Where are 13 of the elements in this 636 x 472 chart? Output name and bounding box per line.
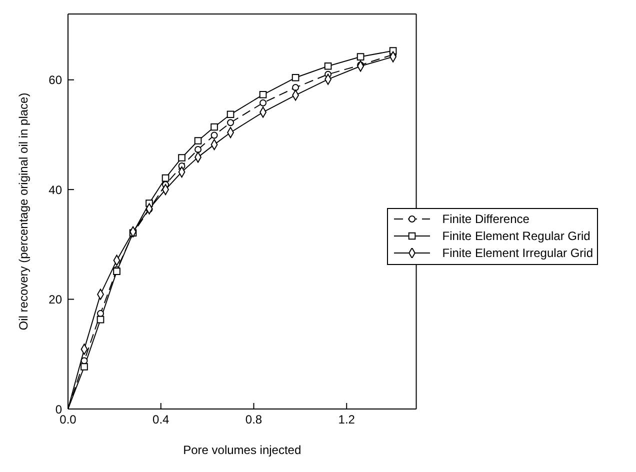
y-tick-label: 0 bbox=[55, 402, 62, 416]
legend-label: Finite Element Irregular Grid bbox=[442, 246, 593, 260]
x-axis-title: Pore volumes injected bbox=[183, 443, 302, 457]
y-tick-label: 20 bbox=[48, 292, 62, 307]
y-axis-title: Oil recovery (percentage original oil in place) bbox=[16, 92, 30, 330]
x-tick-label: 0.0 bbox=[60, 412, 77, 427]
x-tick-label: 1.2 bbox=[338, 412, 356, 427]
y-tick-label: 60 bbox=[48, 73, 62, 88]
x-tick-label: 0.4 bbox=[152, 412, 170, 427]
y-tick-label: 40 bbox=[48, 182, 62, 197]
legend-label: Finite Difference bbox=[442, 212, 530, 226]
legend-label: Finite Element Regular Grid bbox=[442, 229, 590, 243]
x-tick-label: 0.8 bbox=[245, 412, 262, 427]
